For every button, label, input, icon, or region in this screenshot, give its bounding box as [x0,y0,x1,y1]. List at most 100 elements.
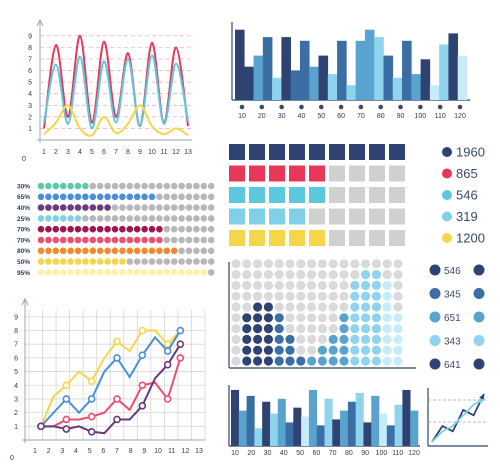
matrix-dot [361,334,371,344]
progress-dot [52,215,60,222]
x-tick-label: 11 [168,448,175,455]
tick-dot [338,104,344,110]
y-tick-label: 8 [14,328,18,335]
progress-dot [82,215,89,222]
progress-dot [119,269,126,276]
progress-dot [74,193,82,201]
x-tick-label: 3 [66,149,70,156]
progress-dot [96,236,104,244]
bar [290,70,301,100]
matrix-dot [263,313,273,323]
progress-dot [185,258,193,265]
matrix-dot [371,324,381,334]
progress-dot [67,182,74,190]
legend-dot-right [473,335,485,346]
legend-dot-left [429,288,441,299]
matrix-dot [307,345,317,355]
matrix-dot [393,270,403,280]
progress-dot [133,182,141,190]
matrix-dot [274,280,284,290]
matrix-dot [317,280,327,290]
progress-dot [163,236,171,244]
waffle-square [369,187,385,203]
progress-dot [156,258,163,265]
progress-dot [52,258,60,265]
waffle-square [349,230,365,246]
progress-dot [59,236,67,244]
x-tick-label: 110 [435,113,446,120]
matrix-dot [253,356,263,366]
matrix-dot [307,280,317,290]
legend-dot-right [473,358,485,370]
x-tick-label: 90 [397,113,405,120]
progress-dot [141,225,148,233]
waffle-square [229,144,245,160]
progress-dot [74,258,82,265]
matrix-dot [317,259,327,269]
progress-dot [178,236,185,244]
waffle-square [349,165,365,182]
matrix-dot [296,291,306,301]
progress-dot [111,236,119,244]
progress-dot [133,215,141,222]
progress-dot [45,204,52,211]
progress-dot [82,236,89,244]
matrix-dot [274,291,284,301]
progress-dot [104,258,111,265]
bar [262,37,273,100]
bar [374,37,384,100]
tick-dot [418,104,423,110]
progress-dot [126,204,134,211]
progress-dot [82,269,89,276]
waffle-square [269,165,285,182]
matrix-dot [231,259,241,269]
progress-dot [67,269,74,276]
progress-dot [148,225,156,233]
matrix-dot [361,259,371,269]
progress-dot [74,204,82,211]
matrix-dot [231,280,241,290]
matrix-dot [328,302,338,312]
waffle-square [329,230,345,246]
legend-dot-left [429,264,441,276]
y-tick-label: 7 [28,56,32,63]
row-percent-label: 30% [17,183,30,190]
progress-dot [185,225,193,233]
matrix-dot [242,270,252,280]
series-point [87,395,96,403]
progress-dot [37,225,45,233]
progress-dot [126,215,134,222]
series-point [62,395,71,403]
progress-dot [82,225,89,233]
matrix-dot [285,334,295,344]
progress-dot [178,204,185,211]
series-point [138,381,147,390]
waffle-square [389,187,405,203]
progress-dot [156,215,163,222]
bar [327,74,338,100]
matrix-dot [317,345,327,355]
bar [301,416,310,446]
matrix-dot [371,334,381,344]
matrix-dot [317,324,327,334]
x-tick-label: 20 [258,113,266,120]
matrix-dot [339,280,349,290]
x-tick-label: 50 [317,113,325,120]
x-tick-label: 70 [357,113,365,120]
legend-dot [442,147,452,157]
bar [262,401,271,446]
series-point [176,326,185,335]
progress-dot [133,236,141,244]
matrix-dot [296,313,306,323]
progress-dot [104,247,111,255]
progress-dot [126,225,134,233]
matrix-dot [371,302,381,312]
x-tick-label: 13 [195,448,203,455]
matrix-dot [253,259,263,269]
matrix-dot [242,313,252,323]
y-axis-arrow [36,18,44,27]
top-bar-chart: 10 20 30 40 50 60 70 80 90 100 110 120 [231,22,470,120]
x-tick-label: 3 [60,448,64,455]
matrix-dot [361,345,371,355]
trend-mini-chart [427,388,488,447]
